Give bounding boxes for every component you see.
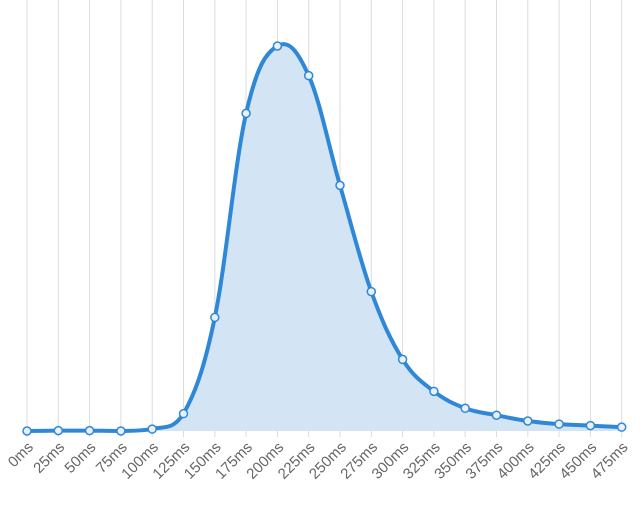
x-tick-label: 25ms <box>30 439 68 477</box>
data-point[interactable] <box>147 424 157 434</box>
data-point[interactable] <box>554 419 564 429</box>
data-points <box>22 41 627 436</box>
series-line <box>26 42 622 433</box>
data-point[interactable] <box>303 70 314 81</box>
data-point[interactable] <box>429 386 439 397</box>
data-point[interactable] <box>22 426 32 436</box>
x-tick-label: 50ms <box>61 439 99 477</box>
data-point[interactable] <box>366 286 377 297</box>
data-point[interactable] <box>523 416 533 426</box>
data-point[interactable] <box>616 422 627 432</box>
data-point[interactable] <box>335 180 345 191</box>
data-point[interactable] <box>491 410 502 420</box>
series-area <box>27 44 622 432</box>
data-point[interactable] <box>178 408 189 419</box>
data-point[interactable] <box>53 425 64 436</box>
x-axis-tick-labels: 0ms25ms50ms75ms100ms125ms150ms175ms200ms… <box>5 439 632 483</box>
data-point[interactable] <box>210 312 220 323</box>
data-point[interactable] <box>585 420 596 431</box>
data-point[interactable] <box>272 41 283 51</box>
data-point[interactable] <box>241 108 251 119</box>
data-point[interactable] <box>84 425 95 436</box>
data-point[interactable] <box>116 426 126 436</box>
data-point[interactable] <box>460 403 470 414</box>
data-point[interactable] <box>397 354 408 365</box>
